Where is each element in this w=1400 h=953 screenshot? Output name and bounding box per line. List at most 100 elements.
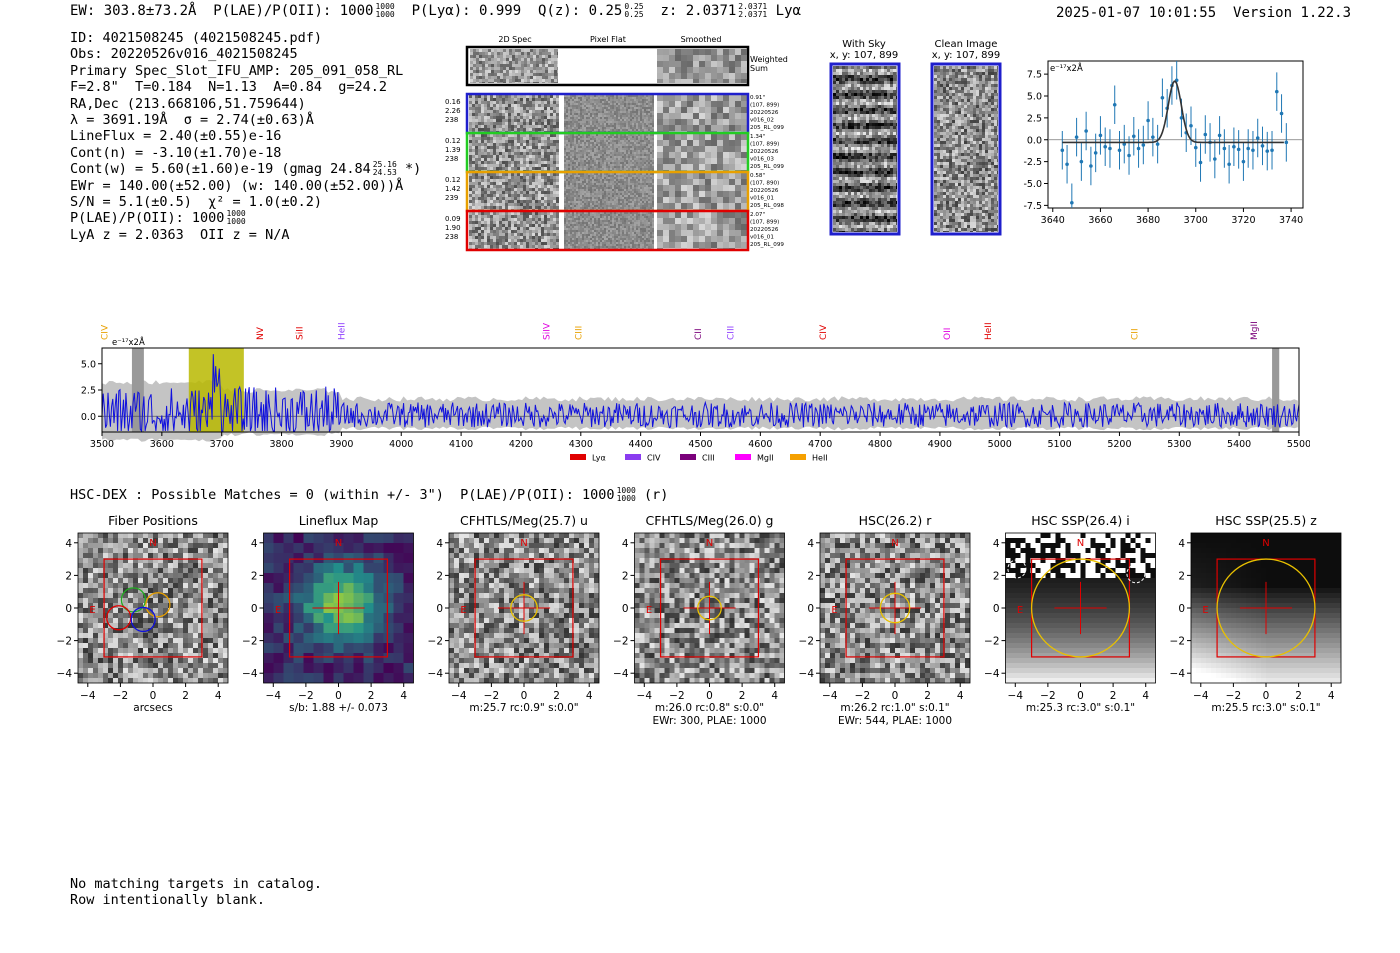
cutout-row-meta: v016_02 [750,118,774,124]
cutout-row-meta: 205_RL_098 [750,203,784,209]
cutout-row-stat: 0.12 [445,137,461,145]
cutout-row-stat: 1.42 [445,185,461,193]
col-header-smoothed: Smoothed [681,35,722,44]
zoom-gaussian-fit [1062,80,1284,144]
panel-xtick-label: 0 [335,690,342,702]
zoom-data-point [1103,144,1107,149]
full-legend-label: HeII [812,454,828,463]
zoom-data-point [1065,162,1069,167]
detection-info: ID: 4021508245 (4021508245.pdf) Obs: 202… [70,30,421,243]
cutout-row-meta: 20220526 [750,188,779,194]
header-plae: P(LAE)/P(OII): 1000 [213,3,374,19]
panel-xtick-label: 0 [892,690,899,702]
zoom-xtick-label: 3660 [1088,215,1112,226]
panel-xtick-label: −4 [637,690,653,702]
zoom-data-point [1108,146,1112,151]
aperture-circle [697,595,722,621]
zoom-data-point [1136,146,1141,151]
full-xtick-label: 5400 [1227,439,1251,450]
footer-line-1: No matching targets in catalog. [70,876,322,892]
panel-xtick-label: −2 [855,690,870,702]
full-legend-item: CIV [625,454,661,463]
zoom-data-point [1151,135,1155,139]
zoom-data-point [1112,102,1117,107]
panel-xtick-label: −2 [669,690,684,702]
cutout-row-stat: 2.26 [445,107,461,115]
full-flux-line [101,354,1300,433]
header-summary: EW: 303.8±73.2Å P(LAE)/P(OII): 1000 1000 1… [70,3,801,20]
neighbor-circle [1126,564,1146,584]
info-contn: Cont(n) = -3.10(±1.70)e-18 [70,144,282,161]
full-xtick-label: 4900 [928,439,952,450]
panel-xtick-label: −2 [484,690,499,702]
panel-xtick-label: −4 [1008,690,1024,702]
full-line-marker: OII [943,328,953,340]
full-xtick-label: 5000 [988,439,1012,450]
compass-north: N [1262,538,1269,549]
full-line-label: SiII [296,326,306,340]
panel-ytick-label: 0 [1178,603,1185,615]
full-xtick-label: 3700 [210,439,234,450]
full-xtick-label: 4300 [569,439,593,450]
cutout-row-meta: 0.91" [750,95,765,101]
cutout-row-meta: (107, 899) [750,142,779,148]
panel-xtick-label: −2 [298,690,313,702]
zoom-data-point [1122,142,1127,146]
info-primary: Primary Spec_Slot_IFU_AMP: 205_091_058_R… [70,62,404,79]
full-legend-item: CIII [680,454,715,463]
aperture-circle [879,592,911,624]
panel-xtick-label: −4 [80,690,96,702]
zoom-data-point [1079,159,1084,164]
image-panel-title: HSC SSP(26.4) i [1031,513,1129,528]
cutout-row-stat: 239 [445,194,458,202]
zoom-ytick-label: 7.5 [1027,70,1042,81]
image-panel-title: Fiber Positions [108,513,198,528]
hsc-dex-summary: HSC-DEX : Possible Matches = 0 (within +… [70,486,669,504]
full-xtick-label: 3800 [269,439,293,450]
full-legend-label: MgII [757,454,774,463]
panel-caption: s/b: 1.88 +/- 0.073 [289,702,388,714]
image-panel-title: CFHTLS/Meg(26.0) g [646,513,774,528]
full-line-label: HeII [984,322,994,340]
panel-ytick-label: −2 [984,636,999,648]
zoom-data-point [1179,116,1184,120]
panel-ytick-label: −2 [613,636,628,648]
cutout-row-meta: 20220526 [750,227,779,233]
image-panel-title: HSC(26.2) r [859,513,933,528]
full-xtick-label: 4100 [449,439,473,450]
compass-east: E [275,605,281,616]
cutout-row-frame [465,209,750,252]
full-ytick-label: 2.5 [81,386,96,397]
zoom-data-point [1284,140,1289,145]
image-panel: HSC SSP(25.5) z N E 4 2 0 −2 −4 −4 −2 0 2 4 m:25.5 rc… [1170,513,1342,714]
with-sky-image [833,66,897,232]
full-line-marker: CIV [819,324,829,340]
aperture-circle [1216,558,1316,658]
zoom-data-point [1260,144,1265,148]
zoom-data-point [1098,133,1103,138]
zoom-ytick-label: -2.5 [1023,157,1042,168]
aperture-box [288,558,389,658]
compass-north: N [891,538,898,549]
panel-xtick-label: 4 [1142,690,1149,702]
aperture-box [659,558,760,658]
panel-xtick-label: −2 [113,690,128,702]
panel-ytick-label: −2 [242,636,257,648]
header-z: z: 2.0371 [660,3,737,19]
cutout-row-stat: 238 [445,233,458,241]
zoom-ytick-label: 5.0 [1027,92,1042,103]
full-line-label: CIV [819,324,829,340]
full-line-marker: SiII [296,326,306,340]
zoom-ylabel: e⁻¹⁷x2Å [1050,62,1083,74]
full-xtick-label: 4800 [868,439,892,450]
image-panel: Fiber Positions N E 4 2 0 −2 −4 −4 −2 0 2 4 arcsecs [57,513,229,714]
full-line-label: CII [694,328,704,340]
full-line-marker: SiIV [543,322,553,340]
zoom-ytick-label: -5.0 [1023,179,1042,190]
full-legend-swatch [735,454,751,460]
panel-ytick-label: 0 [251,603,258,615]
panel-xtick-label: 4 [400,690,407,702]
